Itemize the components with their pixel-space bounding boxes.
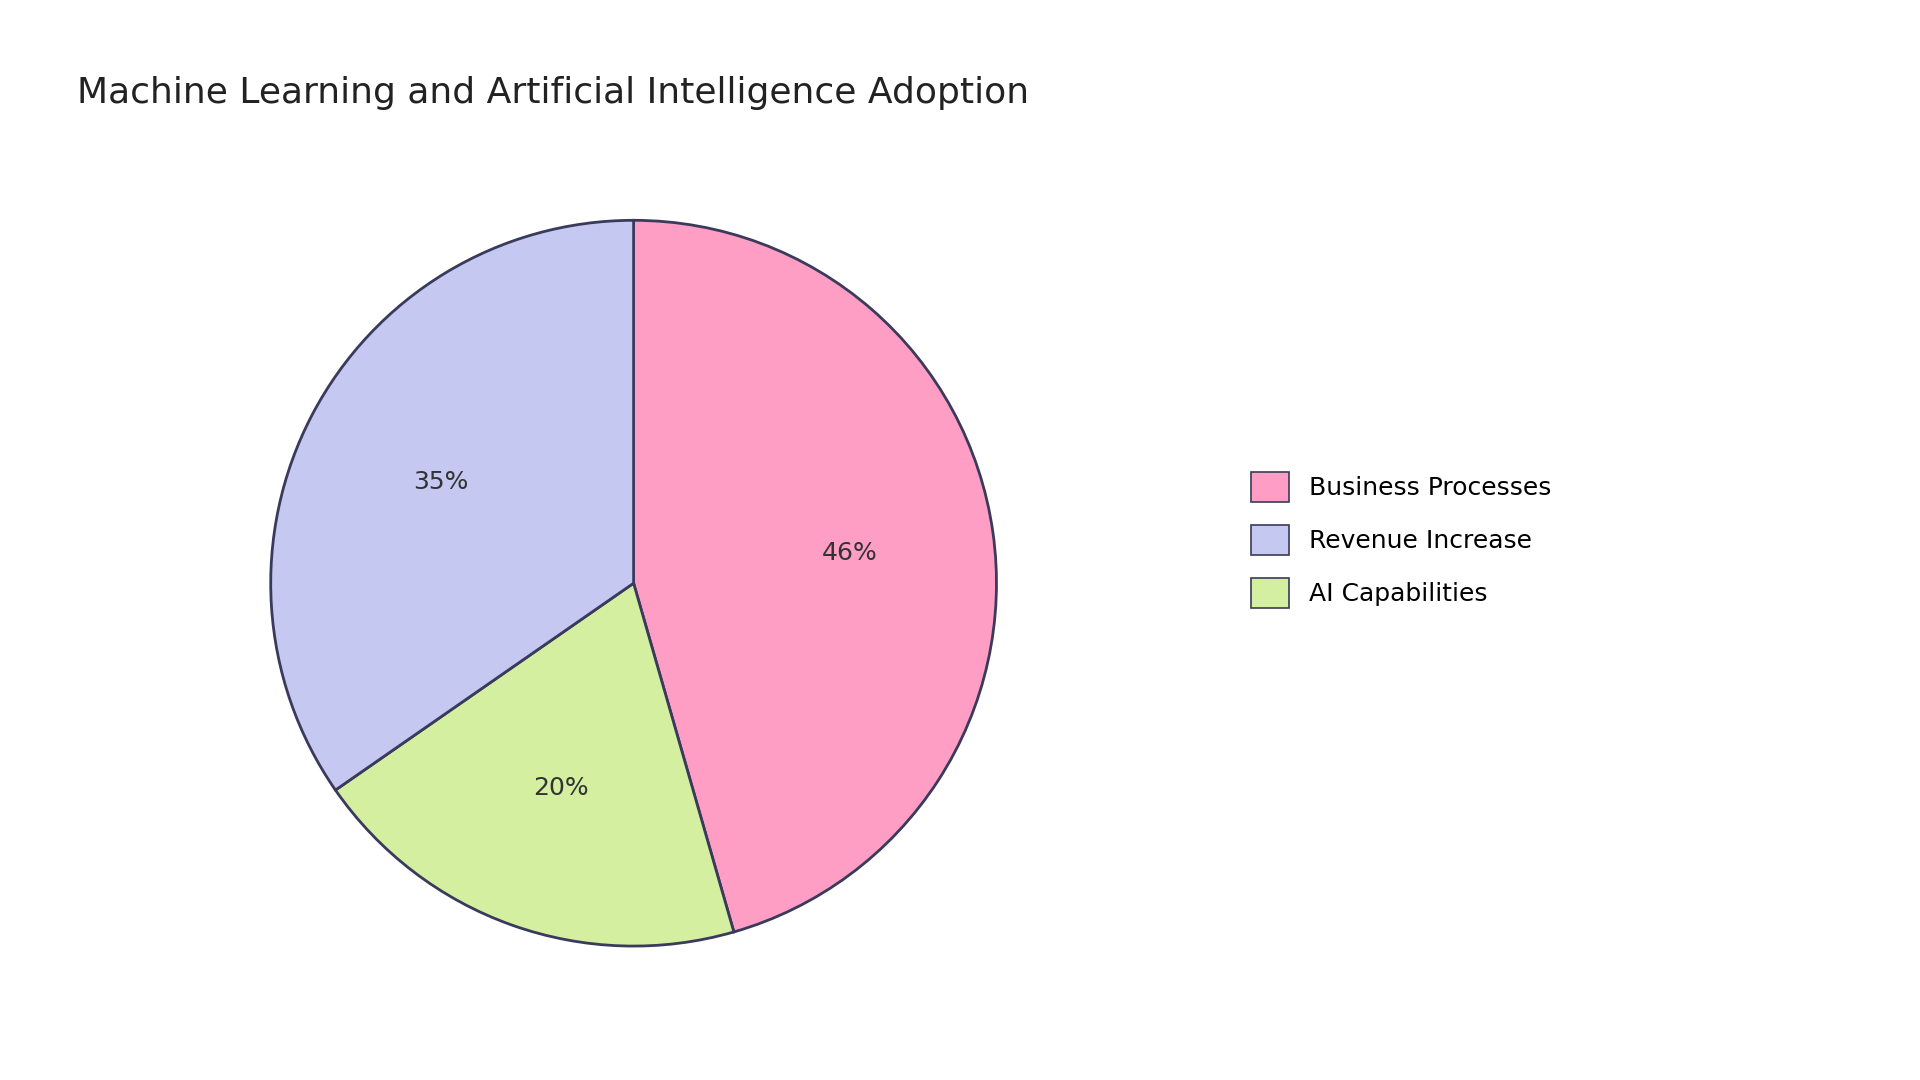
- Wedge shape: [336, 583, 733, 946]
- Wedge shape: [271, 220, 634, 791]
- Text: Machine Learning and Artificial Intelligence Adoption: Machine Learning and Artificial Intellig…: [77, 76, 1029, 109]
- Text: 35%: 35%: [413, 470, 468, 495]
- Legend: Business Processes, Revenue Increase, AI Capabilities: Business Processes, Revenue Increase, AI…: [1242, 462, 1561, 618]
- Text: 46%: 46%: [822, 541, 877, 565]
- Text: 20%: 20%: [532, 777, 588, 800]
- Wedge shape: [634, 220, 996, 932]
